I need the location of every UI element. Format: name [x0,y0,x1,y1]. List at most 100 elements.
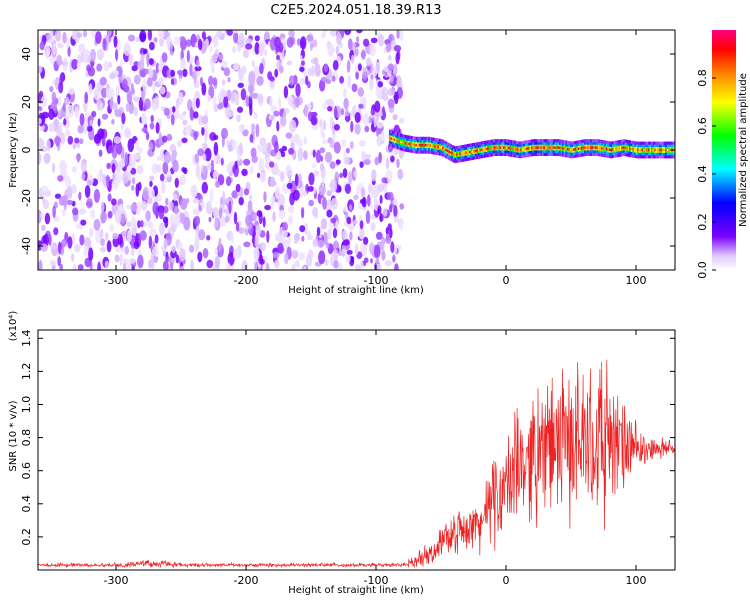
heatmap-cell [61,209,66,217]
heatmap-cell [370,62,374,76]
heatmap-cell [374,244,381,259]
heatmap-cell [38,151,41,165]
heatmap-cell [440,146,443,149]
heatmap-cell [175,98,180,109]
heatmap-cell [273,140,279,153]
heatmap-cell [150,114,154,123]
heatmap-cell [363,159,371,165]
heatmap-cell [226,30,234,36]
heatmap-cell [379,194,383,204]
heatmap-cell [322,102,328,110]
heatmap-cell [321,176,325,188]
heatmap-cell [344,30,352,36]
heatmap-cell [218,207,223,220]
heatmap-cell [147,77,153,87]
spectrogram-x-ticks: -300 -200 -100 0 100 [104,30,647,287]
heatmap-cell [355,70,359,80]
heatmap-cell [124,152,128,166]
heatmap-cell [287,205,295,214]
heatmap-cell [245,43,253,50]
heatmap-cell [162,135,168,143]
y-tick-label: 0.2 [20,528,33,546]
heatmap-cell [169,50,174,56]
heatmap-cell [84,185,91,198]
heatmap-cell [186,50,190,63]
heatmap-cell [62,57,68,72]
heatmap-cell [518,148,521,152]
heatmap-cell [197,148,205,157]
heatmap-cell [115,171,122,184]
heatmap-cell [345,147,350,154]
heatmap-cell [392,199,399,206]
heatmap-cell [254,42,260,55]
heatmap-cell [390,155,395,163]
heatmap-cell [145,131,150,141]
heatmap-cell [290,136,298,144]
heatmap-cell [385,43,392,53]
heatmap-cell [236,114,241,123]
heatmap-cell [227,142,233,152]
heatmap-cell [72,142,77,150]
heatmap-cell [152,84,156,93]
heatmap-cell [437,145,440,149]
heatmap-cell [306,34,314,42]
heatmap-cell [240,124,246,132]
heatmap-cell [62,31,67,44]
heatmap-cell [53,227,59,236]
heatmap-cell [331,121,336,136]
heatmap-cell [46,33,51,41]
heatmap-cell [451,152,454,155]
heatmap-cell [144,98,151,110]
heatmap-cell [655,148,658,152]
heatmap-cell [251,212,257,222]
heatmap-cell [140,200,148,211]
heatmap-cell [415,144,418,147]
heatmap-cell [446,149,449,152]
heatmap-cell [366,57,372,67]
heatmap-cell [618,147,621,150]
heatmap-cell [580,147,584,150]
heatmap-cell [365,210,371,224]
x-tick-label: 0 [503,574,510,587]
heatmap-cell [361,49,366,61]
heatmap-cell [225,164,232,173]
heatmap-cell [362,66,367,74]
y-tick-label: 0.6 [20,462,33,480]
heatmap-cell [62,102,66,113]
heatmap-cell [481,148,484,151]
heatmap-cell [120,157,125,169]
heatmap-cell [375,257,380,266]
snr-panel: -300 -200 -100 0 100 0.2 0.4 0.6 0.8 1.0 1.2 1.4 H… [8,311,676,596]
heatmap-cell [205,200,212,214]
heatmap-cell [354,123,361,135]
heatmap-cell [334,171,339,184]
heatmap-cell [96,63,103,72]
heatmap-cell [445,148,448,152]
heatmap-cell [88,247,94,261]
heatmap-cell [77,264,84,270]
heatmap-cell [570,148,573,151]
heatmap-cell [381,177,388,184]
heatmap-cell [211,65,215,74]
heatmap-cell [52,42,56,56]
heatmap-cell [393,45,402,52]
heatmap-cell [109,72,116,80]
heatmap-cell [172,159,179,173]
heatmap-cell [336,32,342,46]
heatmap-cell [56,125,63,139]
heatmap-cell [412,143,415,146]
heatmap-cell [253,247,260,261]
heatmap-cell [537,146,540,149]
y-tick-label: 0.4 [20,495,33,513]
heatmap-cell [369,242,375,255]
heatmap-cell [396,30,400,39]
heatmap-cell [52,205,56,219]
heatmap-cell [375,231,383,240]
heatmap-cell [287,95,294,105]
heatmap-cell [117,95,121,105]
heatmap-cell [374,156,380,166]
heatmap-cell [194,153,199,164]
heatmap-cell [434,145,437,148]
heatmap-cell [627,147,630,150]
heatmap-cell [373,67,378,77]
